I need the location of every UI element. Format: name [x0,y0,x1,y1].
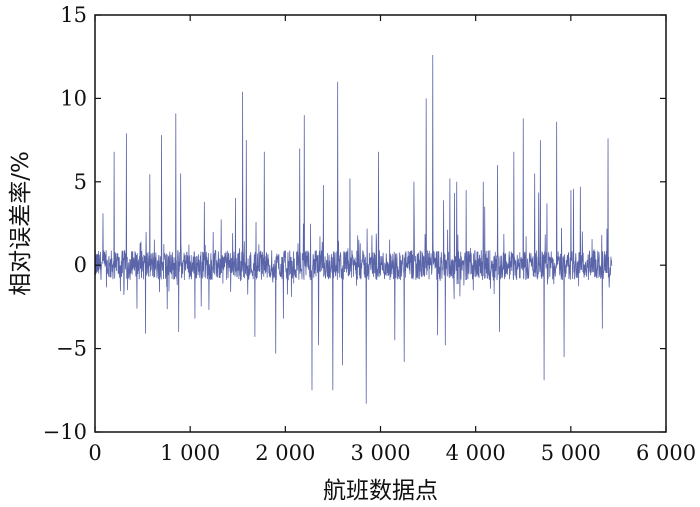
relative-error-series-line [94,55,613,404]
ticks-layer: 0 1 000 2 000 3 000 4 000 5 000 6 000 −10 −5 0 5 10… [43,3,696,465]
x-tick-label: 0 [88,441,101,465]
y-tick-label: 10 [60,86,87,110]
x-tick-label: 1 000 [160,441,220,465]
y-tick-label: −10 [43,420,87,444]
x-tick-label: 6 000 [636,441,696,465]
y-tick-label: 5 [74,170,87,194]
y-tick-label: 15 [60,3,87,27]
x-tick-label: 4 000 [446,441,506,465]
y-axis-title: 相对误差率/% [8,151,34,296]
x-tick-label: 5 000 [541,441,601,465]
x-tick-label: 3 000 [350,441,410,465]
series-layer [94,55,613,404]
y-tick-label: 0 [74,253,87,277]
x-tick-label: 2 000 [255,441,315,465]
y-tick-label: −5 [56,337,87,361]
x-axis-title: 航班数据点 [323,478,438,504]
